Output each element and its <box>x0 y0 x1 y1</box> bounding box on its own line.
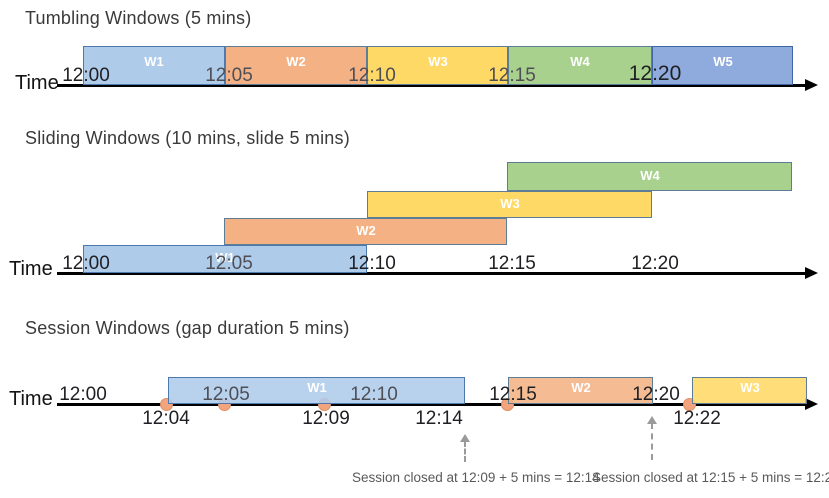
window-box-sliding-w4 <box>507 162 792 191</box>
tick-label: 12:20 <box>631 253 679 274</box>
window-box-sliding-w3 <box>367 191 652 218</box>
session-close-arrowhead <box>460 434 470 442</box>
event-time-label: 12:14 <box>415 408 463 429</box>
window-label: W3 <box>428 54 448 69</box>
window-box-tumbling-w4 <box>508 46 652 85</box>
time-axis-label: Time <box>9 388 53 410</box>
tick-label: 12:10 <box>348 253 396 274</box>
window-label: W2 <box>571 380 591 395</box>
session-close-arrow-line <box>464 441 466 462</box>
tick-label: 12:00 <box>62 253 110 274</box>
window-box-tumbling-w2 <box>225 46 367 85</box>
event-time-label: 12:04 <box>142 408 190 429</box>
time-axis-label: Time <box>9 258 53 280</box>
window-box-sliding-w2 <box>224 218 507 245</box>
tick-label: 12:20 <box>632 384 680 405</box>
window-box-sliding-w1 <box>83 245 367 273</box>
event-time-label: 12:22 <box>673 408 721 429</box>
window-box-session-w3 <box>692 377 807 404</box>
tick-label: 12:15 <box>488 253 536 274</box>
session-annotation: Session closed at 12:09 + 5 mins = 12:14 <box>352 470 600 485</box>
window-box-session-w2 <box>508 377 653 404</box>
section-title-tumbling: Tumbling Windows (5 mins) <box>25 8 252 28</box>
tick-label: 12:20 <box>628 62 682 85</box>
window-label: W3 <box>500 196 520 211</box>
tick-label: 12:05 <box>205 65 253 86</box>
tick-label: 12:10 <box>350 384 398 405</box>
session-close-arrow-line <box>651 423 653 460</box>
window-box-tumbling-w1 <box>83 46 225 85</box>
tick-label: 12:15 <box>489 384 537 405</box>
window-box-tumbling-w5 <box>652 46 793 85</box>
window-label: W1 <box>215 250 235 265</box>
tick-label: 12:10 <box>348 65 396 86</box>
timeline <box>57 272 806 275</box>
time-axis-label: Time <box>15 72 59 94</box>
timeline-arrowhead <box>805 398 818 410</box>
window-label: W2 <box>356 223 376 238</box>
window-label: W4 <box>570 54 590 69</box>
window-box-session-w1 <box>168 377 465 404</box>
session-annotation: Session closed at 12:15 + 5 mins = 12:20 <box>592 470 829 485</box>
session-close-arrowhead <box>647 416 657 424</box>
tick-label: 12:00 <box>62 65 110 86</box>
section-title-session: Session Windows (gap duration 5 mins) <box>25 318 350 338</box>
tick-label: 12:05 <box>202 384 250 405</box>
window-label: W5 <box>713 54 733 69</box>
window-box-tumbling-w3 <box>367 46 508 85</box>
window-label: W1 <box>307 380 327 395</box>
window-label: W2 <box>286 54 306 69</box>
tick-label: 12:05 <box>205 253 253 274</box>
section-title-sliding: Sliding Windows (10 mins, slide 5 mins) <box>25 128 350 148</box>
timeline <box>57 403 806 406</box>
timeline-arrowhead <box>805 79 818 91</box>
timeline-arrowhead <box>805 267 818 279</box>
window-label: W1 <box>144 54 164 69</box>
event-time-label: 12:09 <box>302 408 350 429</box>
window-label: W3 <box>740 380 760 395</box>
timeline <box>57 84 806 87</box>
tick-label: 12:00 <box>59 384 107 405</box>
window-label: W4 <box>640 168 660 183</box>
tick-label: 12:15 <box>488 65 536 86</box>
